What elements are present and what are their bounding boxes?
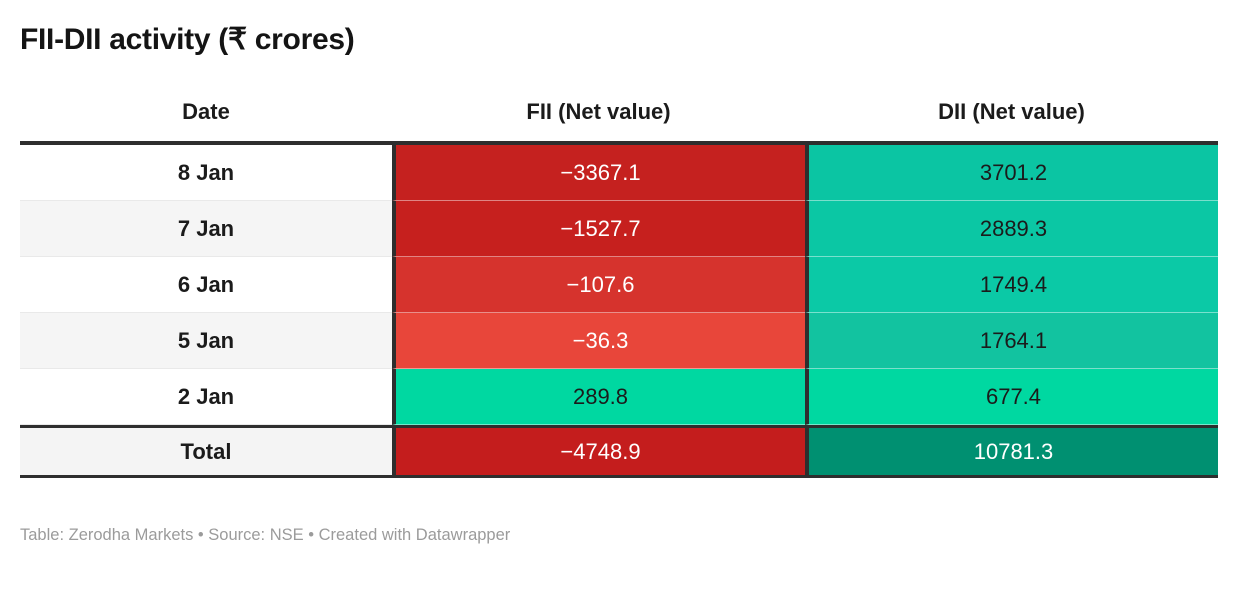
header-row: Date FII (Net value) DII (Net value) [20, 87, 1218, 145]
fii-value-cell: −1527.7 [392, 201, 805, 257]
date-cell: 5 Jan [20, 313, 392, 369]
table-row: 8 Jan −3367.1 3701.2 [20, 145, 1218, 201]
dii-value-cell: 3701.2 [805, 145, 1218, 201]
dii-value-cell: 677.4 [805, 369, 1218, 425]
total-fii-cell: −4748.9 [392, 425, 805, 478]
date-cell: 6 Jan [20, 257, 392, 313]
fii-value-cell: 289.8 [392, 369, 805, 425]
date-cell: 7 Jan [20, 201, 392, 257]
table-row: 7 Jan −1527.7 2889.3 [20, 201, 1218, 257]
table-body: 8 Jan −3367.1 3701.2 7 Jan −1527.7 2889.3 6 Ja… [20, 145, 1218, 478]
total-label-cell: Total [20, 425, 392, 478]
chart-title: FII-DII activity (₹ crores) [20, 23, 355, 56]
date-cell: 2 Jan [20, 369, 392, 425]
total-dii-cell: 10781.3 [805, 425, 1218, 478]
table-row: 5 Jan −36.3 1764.1 [20, 313, 1218, 369]
dii-value-cell: 2889.3 [805, 201, 1218, 257]
fii-value-cell: −107.6 [392, 257, 805, 313]
table-footer: Table: Zerodha Markets • Source: NSE • C… [20, 526, 511, 544]
dii-value-cell: 1749.4 [805, 257, 1218, 313]
dii-value-cell: 1764.1 [805, 313, 1218, 369]
page: FII-DII activity (₹ crores) Date FII (Ne… [20, 23, 1218, 544]
date-cell: 8 Jan [20, 145, 392, 201]
total-row: Total −4748.9 10781.3 [20, 425, 1218, 478]
fii-dii-table: Date FII (Net value) DII (Net value) 8 J… [20, 87, 1218, 478]
table-row: 2 Jan 289.8 677.4 [20, 369, 1218, 425]
column-header-fii: FII (Net value) [392, 87, 805, 145]
fii-value-cell: −36.3 [392, 313, 805, 369]
table-row: 6 Jan −107.6 1749.4 [20, 257, 1218, 313]
table-header: Date FII (Net value) DII (Net value) [20, 87, 1218, 145]
column-header-date: Date [20, 87, 392, 145]
column-header-dii: DII (Net value) [805, 87, 1218, 145]
fii-value-cell: −3367.1 [392, 145, 805, 201]
